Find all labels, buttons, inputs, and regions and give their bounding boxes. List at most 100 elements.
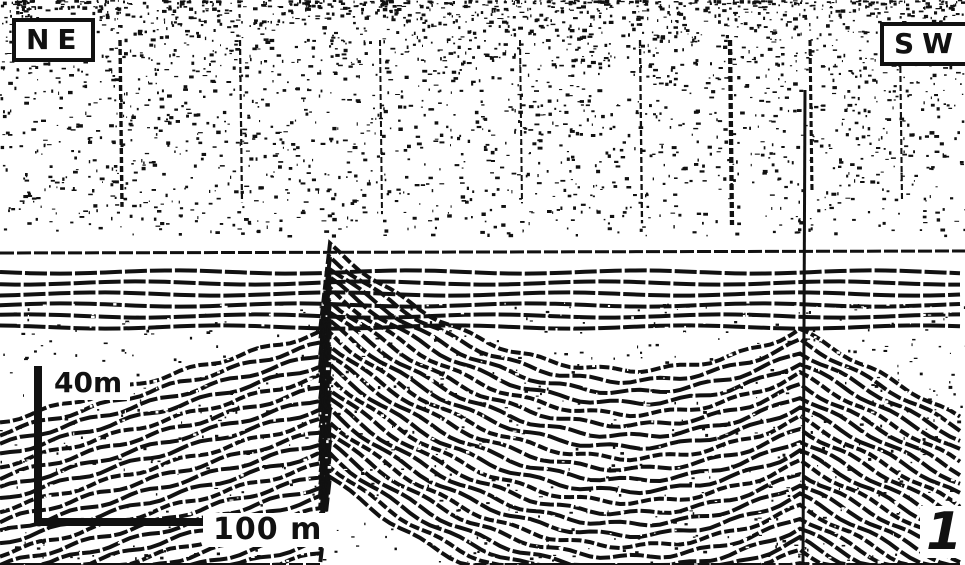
noise-speck [609,214,615,218]
noise-speck [526,172,530,177]
noise-speck [442,60,448,62]
noise-speck [471,14,475,16]
noise-speck [653,83,657,85]
grain-speck [350,404,352,406]
noise-speck [817,209,821,213]
noise-speck [821,138,825,140]
noise-speck [112,75,116,77]
noise-speck [296,163,298,166]
grain-speck [595,508,597,510]
noise-speck [734,13,737,16]
grain-speck [214,322,218,324]
noise-speck [575,183,577,185]
grain-speck [529,557,534,561]
grain-speck [164,464,169,468]
grain-speck [515,380,517,383]
grain-speck [151,333,155,335]
noise-speck [237,0,242,4]
noise-speck [160,222,165,226]
noise-speck [403,211,407,213]
grain-speck [290,558,295,560]
grain-speck [219,304,222,306]
grain-speck [905,366,909,369]
grain-speck [195,465,198,467]
noise-speck [615,165,621,168]
grain-speck [723,424,727,427]
noise-speck [267,21,269,23]
noise-speck [761,114,765,117]
grain-speck [56,355,61,358]
grain-speck [327,362,331,365]
noise-speck [315,15,321,17]
noise-speck [543,19,548,21]
grain-speck [325,315,328,317]
noise-speck [414,225,416,229]
grain-speck [869,466,871,469]
grain-speck [390,342,393,345]
noise-speck [275,131,280,134]
noise-speck [35,217,38,221]
noise-speck [732,63,737,65]
grain-speck [201,375,205,378]
noise-speck [571,158,575,161]
noise-speck [727,160,731,162]
noise-speck [773,29,777,31]
noise-speck [543,114,546,116]
noise-speck [528,222,530,226]
grain-speck [507,483,510,487]
noise-speck [495,0,498,2]
noise-speck [598,15,602,19]
grain-speck [244,412,246,414]
noise-speck [117,0,119,2]
noise-speck [102,181,103,183]
noise-speck [798,228,802,232]
noise-speck [882,197,887,201]
grain-speck [747,303,751,306]
grain-speck [920,363,923,366]
grain-speck [440,417,442,420]
grain-speck [733,387,736,389]
noise-speck [507,25,510,28]
grain-speck [737,358,741,362]
noise-speck [308,164,311,168]
noise-speck [848,128,851,131]
grain-speck [901,376,905,380]
noise-speck [390,47,396,50]
grain-speck [301,354,304,358]
noise-speck [403,2,409,5]
noise-speck [569,9,574,11]
grain-speck [680,510,682,514]
grain-speck [886,303,890,306]
noise-speck [113,181,117,184]
noise-speck [781,53,785,56]
noise-speck [426,6,430,9]
grain-speck [96,346,98,349]
grain-speck [607,305,611,307]
noise-speck [603,218,606,221]
grain-speck [567,474,570,477]
grain-speck [352,344,355,346]
grain-speck [863,363,865,365]
noise-speck [609,127,613,130]
grain-speck [564,353,568,356]
grain-speck [295,489,298,492]
grain-speck [639,463,643,466]
noise-speck [633,194,637,197]
noise-speck [338,175,341,180]
noise-speck [278,131,282,133]
noise-speck [269,46,275,50]
noise-speck [852,31,854,33]
noise-speck [656,35,660,39]
noise-speck [429,108,435,111]
noise-speck [743,127,747,129]
noise-speck [703,20,709,22]
noise-speck [162,172,166,176]
grain-speck [696,345,700,347]
noise-speck [838,165,842,168]
grain-speck [43,496,46,498]
noise-speck [604,3,608,6]
grain-speck [111,537,113,541]
noise-speck [453,51,456,54]
grain-speck [640,533,642,536]
noise-speck [707,145,712,149]
